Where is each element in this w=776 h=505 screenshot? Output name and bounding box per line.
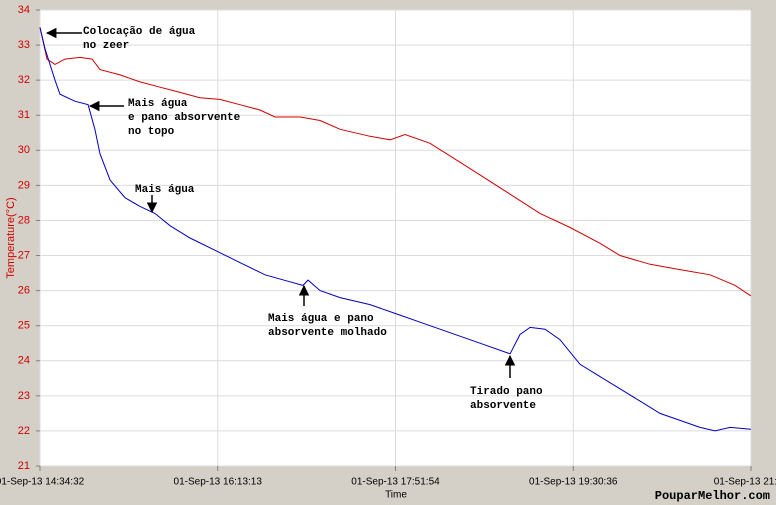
data-line <box>39 27 751 432</box>
y-tick-label: 26 <box>18 285 30 297</box>
x-tick-label: 01-Sep-13 21:09 <box>714 477 776 488</box>
annotation-text: Mais água e pano <box>268 313 374 325</box>
annotation-text: no topo <box>128 126 175 138</box>
annotation-text: no zeer <box>83 40 129 52</box>
x-tick-label: 01-Sep-13 17:51:54 <box>351 477 440 488</box>
y-tick-label: 31 <box>18 109 30 121</box>
annotation-text: absorvente <box>470 400 536 412</box>
annotation-text: Mais água <box>135 184 195 196</box>
x-axis-label: Time <box>385 490 407 501</box>
y-tick-label: 23 <box>18 390 30 402</box>
data-line <box>39 27 752 297</box>
y-tick-label: 25 <box>18 320 30 332</box>
annotation-text: e pano absorvente <box>128 112 241 124</box>
x-tick-label: 01-Sep-13 19:30:36 <box>529 477 618 488</box>
y-tick-label: 33 <box>18 39 30 51</box>
y-tick-label: 28 <box>18 214 30 226</box>
x-tick-label: 01-Sep-13 14:34:32 <box>0 477 85 488</box>
watermark: PouparMelhor.com <box>655 489 770 503</box>
annotation-text: Colocação de água <box>83 26 196 38</box>
y-tick-label: 34 <box>18 4 30 16</box>
x-tick-label: 01-Sep-13 16:13:13 <box>174 477 263 488</box>
y-tick-label: 22 <box>18 425 30 437</box>
y-axis-label: Temperature(°C) <box>5 197 17 278</box>
annotation-text: Mais água <box>128 98 188 110</box>
y-tick-label: 30 <box>18 144 30 156</box>
y-tick-label: 27 <box>18 249 30 261</box>
y-tick-label: 32 <box>18 74 30 86</box>
annotation-text: Tirado pano <box>470 386 543 398</box>
annotation-text: absorvente molhado <box>268 327 387 339</box>
y-tick-label: 24 <box>18 355 30 367</box>
y-tick-label: 21 <box>18 460 30 472</box>
y-tick-label: 29 <box>18 179 30 191</box>
